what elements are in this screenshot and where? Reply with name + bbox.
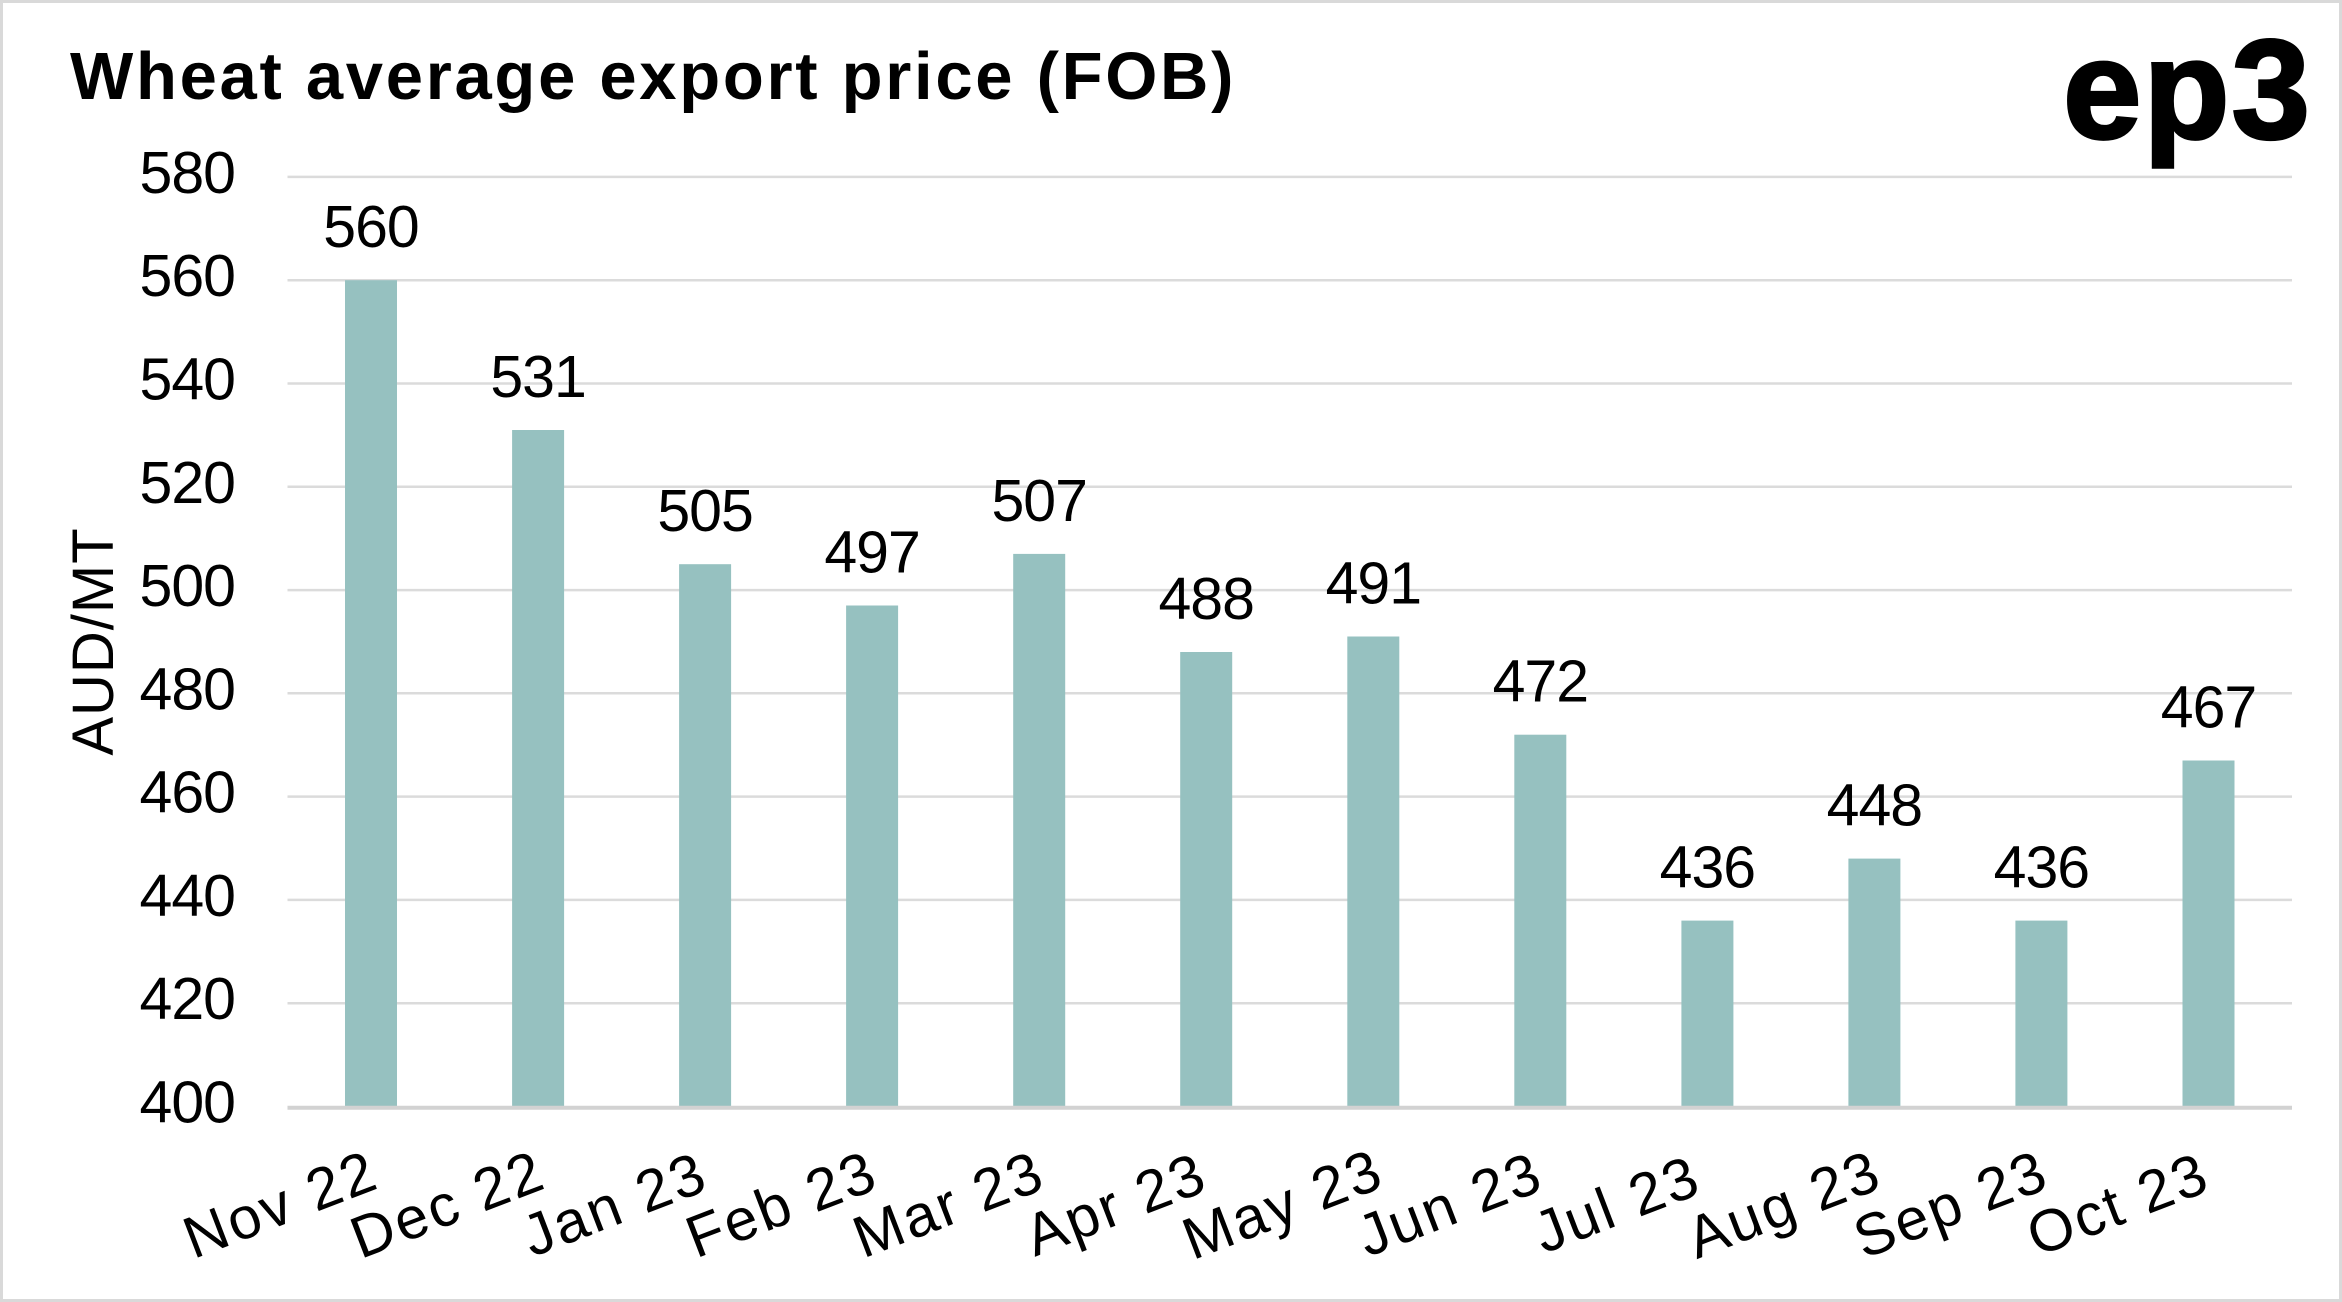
svg-text:436: 436: [1994, 835, 2089, 901]
svg-text:505: 505: [657, 478, 752, 544]
svg-text:560: 560: [140, 243, 235, 309]
svg-text:520: 520: [140, 450, 235, 516]
svg-text:491: 491: [1326, 551, 1421, 617]
svg-text:440: 440: [140, 863, 235, 929]
svg-text:497: 497: [824, 520, 919, 586]
svg-text:531: 531: [490, 344, 585, 410]
svg-text:560: 560: [323, 194, 418, 260]
svg-text:420: 420: [140, 966, 235, 1032]
svg-text:488: 488: [1158, 566, 1253, 632]
svg-text:467: 467: [2161, 675, 2256, 741]
svg-text:540: 540: [140, 347, 235, 413]
svg-text:400: 400: [140, 1070, 235, 1136]
svg-text:ep3: ep3: [2063, 10, 2312, 168]
svg-text:472: 472: [1493, 649, 1588, 715]
svg-text:500: 500: [140, 553, 235, 619]
svg-text:480: 480: [140, 656, 235, 722]
svg-text:460: 460: [140, 760, 235, 826]
svg-text:AUD/MT: AUD/MT: [61, 527, 126, 755]
svg-text:448: 448: [1827, 773, 1922, 839]
svg-text:Wheat average export price (FO: Wheat average export price (FOB): [70, 39, 1236, 114]
svg-text:436: 436: [1660, 835, 1755, 901]
svg-text:580: 580: [140, 140, 235, 206]
svg-text:507: 507: [991, 468, 1086, 534]
